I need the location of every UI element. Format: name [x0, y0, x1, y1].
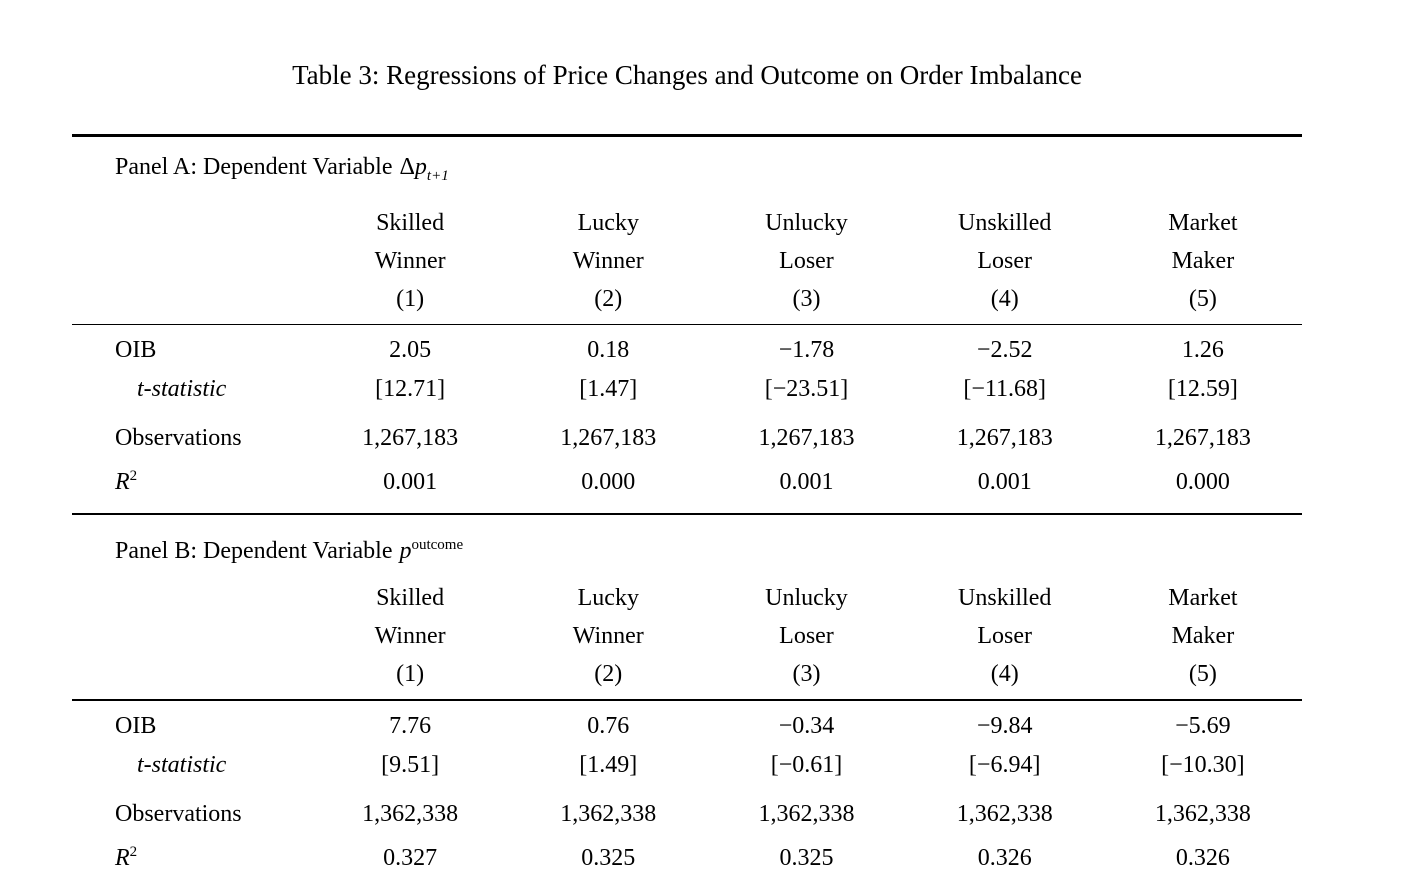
table-cell: [−10.30]: [1161, 751, 1245, 778]
table-cell: 1,362,338: [560, 800, 657, 827]
panel-b-label-text: Panel B: Dependent Variable: [115, 538, 393, 565]
table-cell: 1,362,338: [758, 800, 855, 827]
panel-a-row-r2: R2 0.001 0.000 0.001 0.001 0.000: [72, 457, 1302, 513]
table-cell: [12.59]: [1167, 376, 1238, 403]
table-cell: [−0.61]: [770, 751, 843, 778]
panel-a-column-headers: Skilled Winner (1) Lucky Winner (2) Unlu…: [72, 204, 1302, 324]
table-cell: [−11.68]: [963, 376, 1047, 403]
panel-a-dep-var: Δpt+1: [399, 154, 449, 184]
table-cell: 1,362,338: [956, 800, 1053, 827]
table-cell: −5.69: [1175, 712, 1231, 739]
table-cell: 1,362,338: [362, 800, 459, 827]
panel-a-row-observations: Observations 1,267,183 1,267,183 1,267,1…: [72, 419, 1302, 457]
regression-table: Panel A: Dependent Variable Δpt+1 Skilled…: [72, 134, 1302, 876]
column-header: Market Maker (5): [1168, 585, 1238, 688]
column-header: Lucky Winner (2): [572, 585, 644, 688]
table-cell: 0.327: [383, 844, 438, 871]
column-header: Unlucky Loser (3): [765, 209, 848, 312]
table-cell: 0.000: [581, 469, 636, 496]
table-cell: 0.76: [587, 712, 630, 739]
panel-a-row-oib: OIB 2.05 0.18 −1.78 −2.52 1.26: [72, 331, 1302, 370]
table-cell: 1,267,183: [1154, 425, 1251, 452]
table-cell: 0.325: [779, 844, 834, 871]
table-cell: 7.76: [389, 712, 432, 739]
table-cell: 0.326: [977, 844, 1032, 871]
table-cell: [−23.51]: [764, 376, 849, 403]
table-cell: 0.001: [383, 469, 438, 496]
panel-a-label-text: Panel A: Dependent Variable: [115, 154, 393, 180]
panel-a-header-rule: [72, 323, 1302, 326]
row-label-r2: R2: [115, 843, 138, 871]
panel-divider-rule: [72, 513, 1302, 516]
column-header: Skilled Winner (1): [374, 585, 446, 688]
row-label-observations: Observations: [115, 425, 242, 452]
panel-b-row-observations: Observations 1,362,338 1,362,338 1,362,3…: [72, 795, 1302, 833]
table-cell: [1.47]: [579, 376, 638, 403]
panel-b-column-headers: Skilled Winner (1) Lucky Winner (2) Unlu…: [72, 579, 1302, 699]
table-cell: 0.001: [977, 469, 1032, 496]
table-cell: [1.49]: [579, 751, 638, 778]
panel-a-label: Panel A: Dependent Variable Δpt+1: [72, 137, 1302, 204]
table-cell: [−6.94]: [968, 751, 1041, 778]
column-header: Skilled Winner (1): [374, 209, 446, 312]
panel-b-row-tstat: t-statistic [9.51] [1.49] [−0.61] [−6.94…: [72, 746, 1302, 785]
table-cell: 0.001: [779, 469, 834, 496]
column-header: Market Maker (5): [1168, 209, 1238, 312]
row-label-tstat: t-statistic: [137, 751, 227, 778]
table-title: Table 3: Regressions of Price Changes an…: [292, 60, 1082, 90]
panel-b-dep-var: poutcome: [399, 537, 464, 565]
table-cell: 1,267,183: [758, 425, 855, 452]
panel-b-row-r2: R2 0.327 0.325 0.325 0.326 0.326: [72, 833, 1302, 876]
table-cell: −0.34: [778, 712, 835, 739]
column-header: Unskilled Loser (4): [958, 585, 1052, 688]
column-header: Unlucky Loser (3): [765, 585, 848, 688]
table-cell: 1,267,183: [560, 425, 657, 452]
table-cell: 2.05: [389, 337, 432, 364]
table-cell: 0.325: [581, 844, 636, 871]
table-cell: [12.71]: [375, 376, 446, 403]
table-cell: 0.326: [1175, 844, 1230, 871]
table-cell: 1.26: [1181, 337, 1224, 364]
table-cell: 0.000: [1175, 469, 1230, 496]
column-header: Lucky Winner (2): [572, 209, 644, 312]
row-label-observations: Observations: [115, 800, 242, 827]
panel-b-header-rule: [72, 699, 1302, 701]
row-label-oib: OIB: [115, 712, 157, 739]
row-label-tstat: t-statistic: [137, 376, 227, 403]
table-cell: 1,267,183: [956, 425, 1053, 452]
table-cell: −2.52: [976, 337, 1033, 364]
table-cell: 0.18: [587, 337, 630, 364]
table-cell: 1,267,183: [362, 425, 459, 452]
panel-b-row-oib: OIB 7.76 0.76 −0.34 −9.84 −5.69: [72, 707, 1302, 746]
top-rule: [72, 134, 1302, 137]
table-cell: −9.84: [976, 712, 1033, 739]
table-cell: 1,362,338: [1154, 800, 1251, 827]
table-cell: −1.78: [778, 337, 835, 364]
row-label-r2: R2: [115, 468, 138, 496]
panel-a-row-tstat: t-statistic [12.71] [1.47] [−23.51] [−11…: [72, 370, 1302, 409]
table-cell: [9.51]: [381, 751, 440, 778]
column-header: Unskilled Loser (4): [958, 209, 1052, 312]
panel-b-label: Panel B: Dependent Variable poutcome: [72, 515, 1302, 579]
row-label-oib: OIB: [115, 337, 157, 364]
